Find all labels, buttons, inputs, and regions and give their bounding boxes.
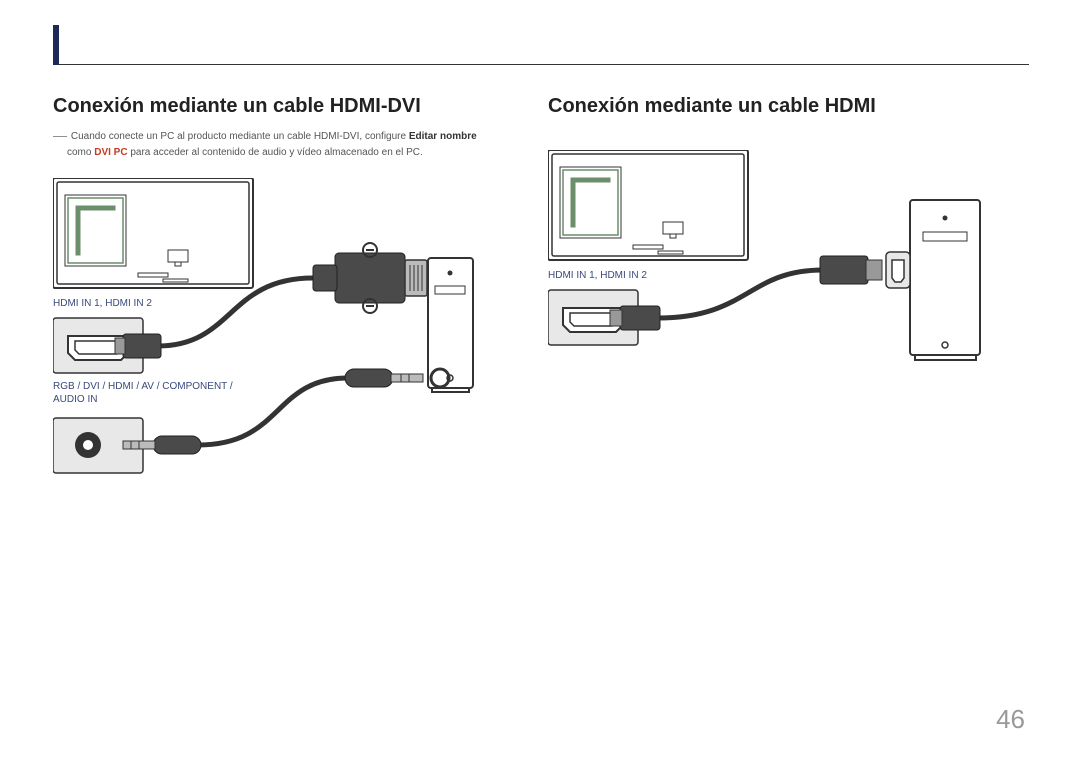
left-hdmi-label: HDMI IN 1, HDMI IN 2 xyxy=(53,298,152,309)
page-number: 46 xyxy=(996,704,1025,735)
header-divider xyxy=(59,64,1029,65)
note-bold: Editar nombre xyxy=(409,131,477,142)
right-diagram: HDMI IN 1, HDMI IN 2 xyxy=(548,150,988,480)
left-diagram: HDMI IN 1, HDMI IN 2 RGB / DVI / HDMI / … xyxy=(53,178,493,508)
note-dash: ― xyxy=(53,127,71,143)
right-hdmi-label: HDMI IN 1, HDMI IN 2 xyxy=(548,270,647,281)
note-accent: DVI PC xyxy=(94,147,127,158)
left-audio-label: RGB / DVI / HDMI / AV / COMPONENT / AUDI… xyxy=(53,380,233,406)
header-accent-bar xyxy=(53,25,59,65)
note-prefix: Cuando conecte un PC al producto mediant… xyxy=(71,131,409,142)
note-text: ― Cuando conecte un PC al producto media… xyxy=(53,126,493,160)
right-heading: Conexión mediante un cable HDMI xyxy=(548,95,988,118)
right-column: Conexión mediante un cable HDMI xyxy=(548,95,988,480)
left-column: Conexión mediante un cable HDMI-DVI ― Cu… xyxy=(53,95,493,508)
note-suffix: para acceder al contenido de audio y víd… xyxy=(128,147,423,158)
note-mid: como xyxy=(67,147,94,158)
hdmi-dvi-diagram xyxy=(53,178,483,508)
left-heading: Conexión mediante un cable HDMI-DVI xyxy=(53,95,493,118)
